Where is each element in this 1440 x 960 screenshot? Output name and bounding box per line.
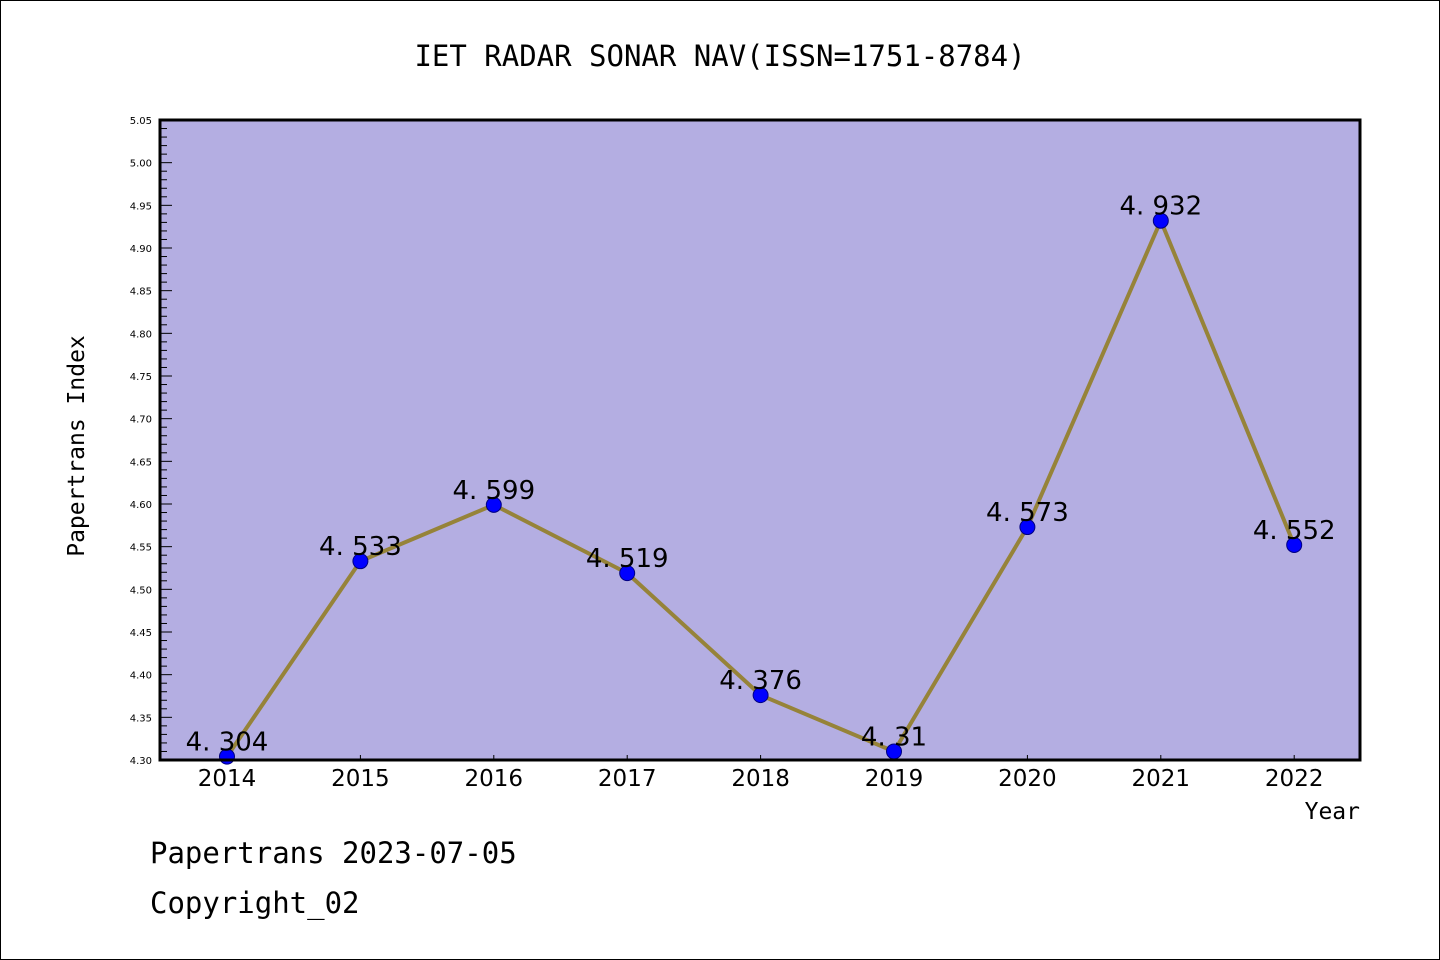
data-label: 4. 533 — [319, 532, 402, 562]
data-label: 4. 599 — [452, 476, 535, 506]
chart-title: IET RADAR SONAR NAV(ISSN=1751-8784) — [414, 39, 1025, 73]
y-tick-label: 4.95 — [130, 201, 152, 212]
data-label: 4. 932 — [1119, 192, 1202, 222]
x-tick-label: 2021 — [1132, 766, 1191, 792]
y-tick-label: 4.70 — [130, 415, 152, 426]
x-tick-label: 2022 — [1265, 766, 1324, 792]
series-line-group: 4. 304 4. 533 4. 599 4. 519 4. 376 4. 31 4. 57… — [186, 192, 1336, 765]
data-label: 4. 552 — [1253, 516, 1336, 546]
data-point — [485, 496, 502, 513]
data-label: 4. 519 — [586, 544, 669, 574]
data-point — [619, 565, 636, 582]
y-tick-label: 4.50 — [130, 585, 152, 596]
x-axis-label: Year — [1305, 799, 1360, 825]
y-tick-label: 4.80 — [130, 329, 152, 340]
y-tick-label: 4.55 — [130, 543, 152, 554]
x-tick-label: 2014 — [198, 766, 257, 792]
y-tick-label: 4.75 — [130, 372, 152, 383]
y-tick-label: 4.35 — [130, 713, 152, 724]
x-tick-label: 2020 — [998, 766, 1057, 792]
x-tick-label: 2016 — [465, 766, 524, 792]
x-tick-label: 2017 — [598, 766, 657, 792]
data-label: 4. 573 — [986, 498, 1069, 528]
y-tick-label: 4.85 — [130, 287, 152, 298]
y-tick-label: 4.90 — [130, 244, 152, 255]
x-tick-label: 2015 — [331, 766, 390, 792]
data-point — [752, 687, 769, 704]
data-label: 4. 31 — [861, 722, 927, 752]
footer-copyright: Copyright_02 — [150, 886, 360, 921]
data-label: 4. 376 — [719, 666, 802, 696]
footer-date: Papertrans 2023-07-05 — [150, 836, 517, 870]
x-tick-label: 2018 — [731, 766, 790, 792]
data-point — [1286, 536, 1303, 553]
data-label: 4. 304 — [186, 728, 269, 758]
y-tick-label: 5.05 — [130, 116, 152, 127]
y-tick-label: 4.65 — [130, 457, 152, 468]
y-tick-label: 4.40 — [130, 671, 152, 682]
y-tick-label: 4.30 — [130, 756, 152, 767]
y-axis-label: Papertrans Index — [64, 335, 90, 557]
x-axis: 2014 2015 2016 2017 2018 2019 2020 2021 2022 — [198, 755, 1324, 792]
x-tick-label: 2019 — [865, 766, 924, 792]
data-point — [352, 553, 369, 570]
data-point — [1019, 519, 1036, 536]
y-tick-label: 4.60 — [130, 500, 152, 511]
y-axis: 4.30 4.35 4.40 4.45 4.50 4.55 4.60 4.65 4.70 4.75… — [130, 116, 172, 767]
y-tick-label: 4.45 — [130, 628, 152, 639]
data-point — [1152, 212, 1169, 229]
plot-frame — [158, 118, 1362, 762]
y-tick-label: 5.00 — [130, 159, 152, 170]
